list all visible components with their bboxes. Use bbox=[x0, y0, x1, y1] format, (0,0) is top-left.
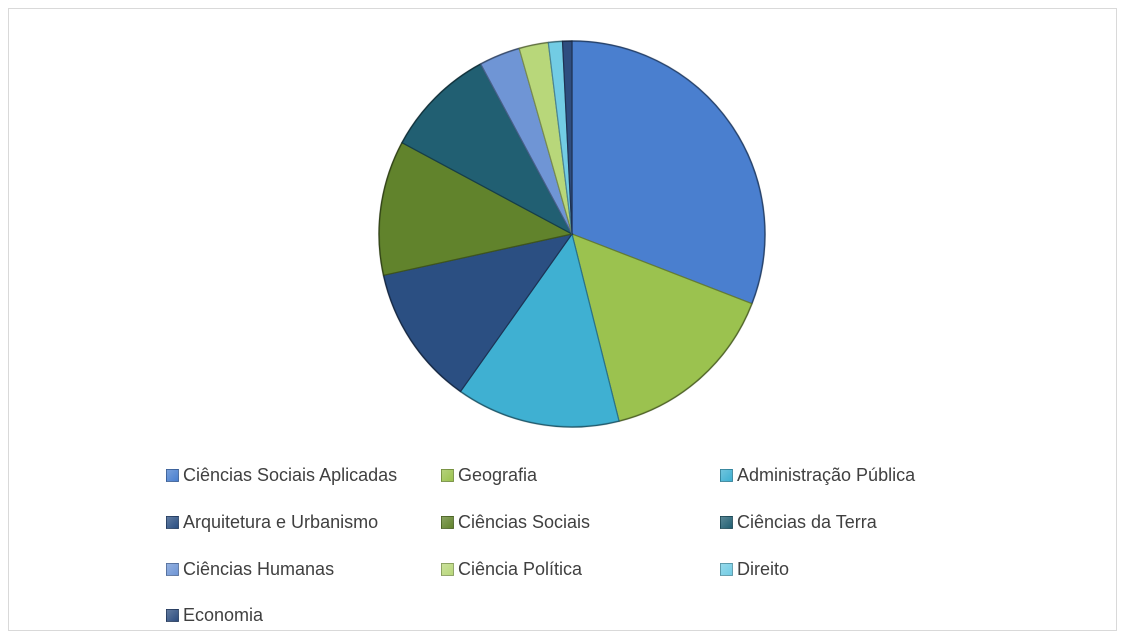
pie-slice-administracao-publica bbox=[459, 232, 620, 428]
pie-rim bbox=[378, 40, 766, 428]
pie-slice-ciencias-sociais-aplicadas bbox=[571, 40, 766, 305]
pie-slice-geografia bbox=[571, 233, 753, 422]
pie-slice-arquitetura-e-urbanismo bbox=[382, 233, 574, 393]
pie-slice-economia bbox=[561, 40, 573, 235]
pie-slice-ciencias-sociais bbox=[378, 141, 574, 277]
pie-slices bbox=[378, 40, 766, 428]
pie-slice-ciencias-da-terra bbox=[401, 63, 574, 236]
